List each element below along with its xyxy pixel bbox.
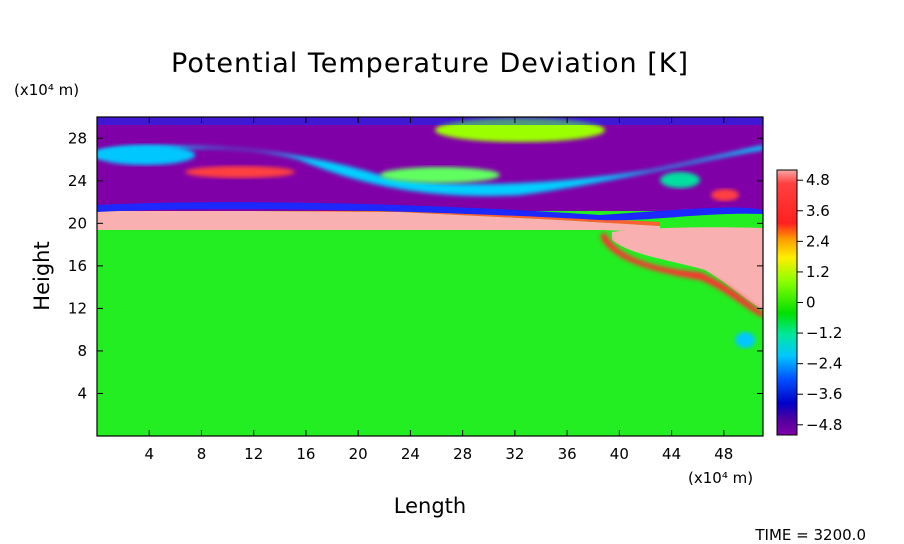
colorbar-tick-label: −3.6 bbox=[806, 385, 842, 403]
cyan-arc bbox=[97, 145, 763, 196]
x-tick-label: 8 bbox=[197, 445, 207, 463]
y-tick-label: 28 bbox=[68, 129, 87, 147]
y-axis-label: Height bbox=[30, 241, 54, 310]
y-tick-label: 24 bbox=[68, 172, 87, 190]
y-tick-label: 8 bbox=[77, 342, 87, 360]
y-tick-label: 16 bbox=[68, 257, 87, 275]
x-tick-label: 44 bbox=[662, 445, 681, 463]
warm-cell-upper bbox=[185, 166, 295, 178]
x-tick-label: 16 bbox=[296, 445, 315, 463]
colorbar-tick-label: −1.2 bbox=[806, 324, 842, 342]
cyan-cell-right bbox=[660, 172, 700, 188]
y-tick-label: 12 bbox=[68, 299, 87, 317]
warm-layer-band bbox=[97, 210, 660, 232]
plot-frame bbox=[96, 116, 764, 437]
x-tick-label: 20 bbox=[349, 445, 368, 463]
x-tick-label: 36 bbox=[558, 445, 577, 463]
warm-plume-edge bbox=[600, 232, 763, 318]
heatmap-field bbox=[97, 117, 763, 436]
colorbar-ticks: 4.8 3.6 2.4 1.2 0 −1.2 −2.4 −3.6 −4.8 bbox=[797, 171, 842, 434]
x-tick-label: 24 bbox=[401, 445, 420, 463]
cold-eddy bbox=[735, 332, 755, 348]
y-axis-ticks: 4 8 12 16 20 24 28 bbox=[68, 129, 763, 402]
colorbar-tick-label: 1.2 bbox=[806, 263, 830, 281]
x-axis-ticks: 4 8 12 16 20 24 28 32 36 40 44 48 bbox=[144, 117, 733, 463]
colorbar-tick-label: 2.4 bbox=[806, 232, 830, 250]
time-label: TIME = 3200.0 bbox=[754, 526, 866, 544]
colorbar-tick-label: −2.4 bbox=[806, 355, 842, 373]
colorbar-tick-label: 3.6 bbox=[806, 202, 830, 220]
y-tick-label: 4 bbox=[77, 384, 87, 402]
chart-title: Potential Temperature Deviation [K] bbox=[171, 48, 689, 79]
colorbar bbox=[776, 169, 798, 436]
x-unit-label: (x10⁴ m) bbox=[688, 469, 753, 487]
warm-spot-right bbox=[711, 189, 739, 201]
upper-blue-band bbox=[97, 202, 763, 221]
x-tick-label: 32 bbox=[505, 445, 524, 463]
colorbar-tick-label: 0 bbox=[806, 294, 816, 312]
x-tick-label: 48 bbox=[714, 445, 733, 463]
x-tick-label: 4 bbox=[144, 445, 154, 463]
cyan-cell-left bbox=[97, 145, 195, 165]
x-tick-label: 12 bbox=[244, 445, 263, 463]
x-tick-label: 28 bbox=[453, 445, 472, 463]
upper-cold-region bbox=[97, 117, 763, 211]
x-axis-label: Length bbox=[394, 494, 466, 518]
cold-top-strip bbox=[97, 117, 763, 125]
green-cell-mid bbox=[380, 167, 500, 183]
colorbar-tick-label: 4.8 bbox=[806, 171, 830, 189]
x-tick-label: 40 bbox=[610, 445, 629, 463]
colorbar-tick-label: −4.8 bbox=[806, 416, 842, 434]
y-unit-label: (x10⁴ m) bbox=[14, 81, 79, 99]
y-tick-label: 20 bbox=[68, 214, 87, 232]
warm-plume bbox=[612, 227, 763, 310]
